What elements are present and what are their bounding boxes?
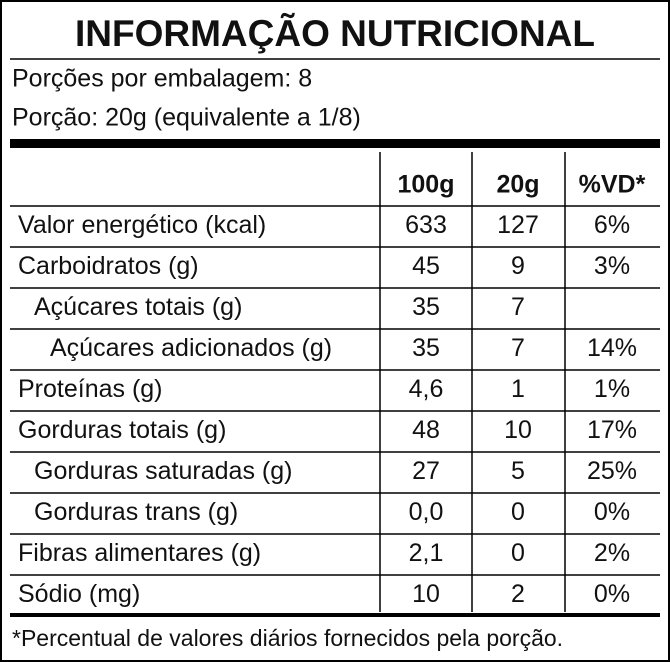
row-label: Valor energético (kcal)	[18, 211, 266, 239]
cell: 0,0	[409, 498, 444, 526]
cell: 7	[511, 293, 525, 321]
cell: 10	[504, 416, 532, 444]
cell: 25%	[587, 457, 637, 485]
cell: 633	[405, 211, 447, 239]
row-label: Sódio (mg)	[18, 580, 140, 608]
row-label: Açúcares totais (g)	[34, 293, 242, 321]
cell: 9	[511, 252, 525, 280]
cell: 27	[412, 457, 440, 485]
row-label: Proteínas (g)	[18, 375, 163, 403]
cell: 7	[511, 334, 525, 362]
cell: 17%	[587, 416, 637, 444]
cell: 5	[511, 457, 525, 485]
cell: 35	[412, 293, 440, 321]
footnote: *Percentual de valores diários fornecido…	[12, 625, 563, 651]
title: INFORMAÇÃO NUTRICIONAL	[75, 12, 595, 54]
cell: 2	[511, 580, 525, 608]
row-label: Fibras alimentares (g)	[18, 539, 261, 567]
servings: Porções por embalagem: 8	[12, 65, 312, 93]
cell: 3%	[594, 252, 630, 280]
column-header: 20g	[496, 171, 539, 199]
cell: 0	[511, 498, 525, 526]
cell: 1%	[594, 375, 630, 403]
portion: Porção: 20g (equivalente a 1/8)	[12, 104, 361, 132]
cell: 2%	[594, 539, 630, 567]
cell: 6%	[594, 211, 630, 239]
row-label: Açúcares adicionados (g)	[50, 334, 332, 362]
cell: 4,6	[409, 375, 444, 403]
cell: 1	[511, 375, 525, 403]
row-label: Gorduras trans (g)	[34, 498, 238, 526]
row-label: Gorduras saturadas (g)	[34, 457, 292, 485]
row-label: Carboidratos (g)	[18, 252, 199, 280]
cell: 14%	[587, 334, 637, 362]
cell: 127	[497, 211, 539, 239]
thick-rule	[10, 613, 660, 617]
thick-rule	[10, 139, 660, 148]
cell: 0	[511, 539, 525, 567]
cell: 45	[412, 252, 440, 280]
column-header: %VD*	[579, 171, 646, 199]
cell: 0%	[594, 580, 630, 608]
cell: 2,1	[409, 539, 444, 567]
cell: 48	[412, 416, 440, 444]
cell: 10	[412, 580, 440, 608]
cell: 0%	[594, 498, 630, 526]
cell: 35	[412, 334, 440, 362]
column-header: 100g	[398, 171, 455, 199]
row-label: Gorduras totais (g)	[18, 416, 226, 444]
